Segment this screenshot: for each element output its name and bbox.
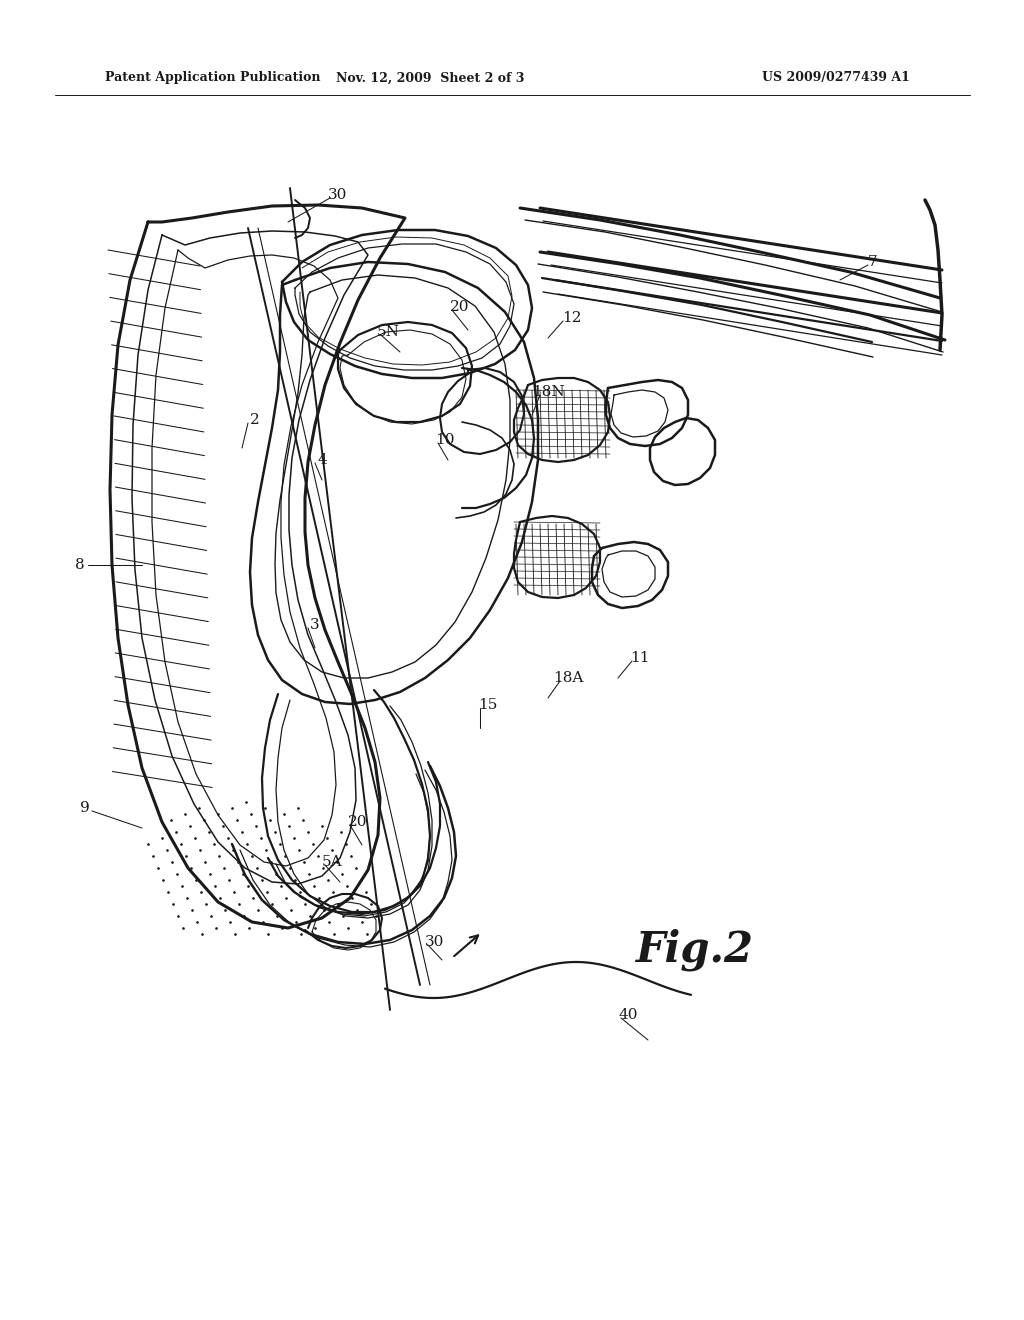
Text: 30: 30 — [329, 187, 348, 202]
Text: 11: 11 — [630, 651, 650, 665]
Text: 20: 20 — [451, 300, 470, 314]
Text: 7: 7 — [868, 255, 878, 269]
Text: 18A: 18A — [553, 671, 584, 685]
Text: 20: 20 — [348, 814, 368, 829]
Text: 2: 2 — [250, 413, 260, 426]
Text: 12: 12 — [562, 312, 582, 325]
Text: 10: 10 — [435, 433, 455, 447]
Text: 3: 3 — [310, 618, 319, 632]
Text: Nov. 12, 2009  Sheet 2 of 3: Nov. 12, 2009 Sheet 2 of 3 — [336, 71, 524, 84]
Text: Fig.2: Fig.2 — [636, 929, 754, 972]
Text: 8: 8 — [75, 558, 85, 572]
Text: 4: 4 — [317, 453, 327, 467]
Text: 5N: 5N — [377, 325, 399, 339]
Text: 30: 30 — [425, 935, 444, 949]
Text: 18N: 18N — [531, 385, 564, 399]
Text: US 2009/0277439 A1: US 2009/0277439 A1 — [762, 71, 910, 84]
Text: 15: 15 — [478, 698, 498, 711]
Text: 5A: 5A — [322, 855, 342, 869]
Text: Patent Application Publication: Patent Application Publication — [105, 71, 321, 84]
Text: 40: 40 — [618, 1008, 638, 1022]
Text: 9: 9 — [80, 801, 90, 814]
